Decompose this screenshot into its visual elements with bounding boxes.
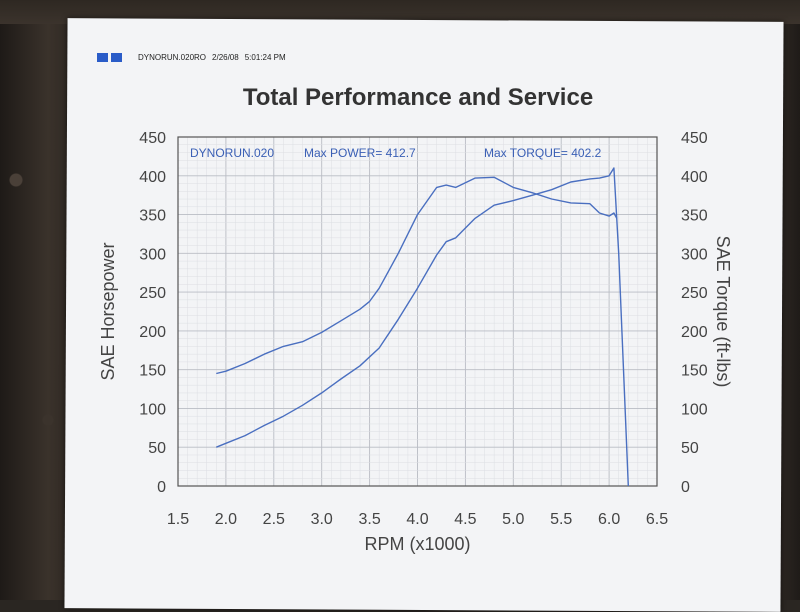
y-tick-label: 400 <box>139 169 166 186</box>
x-tick-label: 2.5 <box>263 511 285 528</box>
y2-tick-label: 250 <box>681 285 708 302</box>
x-tick-label: 4.0 <box>406 511 428 528</box>
y-tick-label: 100 <box>139 401 166 418</box>
chart-title: Total Performance and Service <box>242 84 594 111</box>
y2-tick-label: 400 <box>681 169 708 186</box>
y-tick-label: 450 <box>139 130 166 147</box>
annotation-run: DYNORUN.020 <box>190 146 274 160</box>
run-id: DYNORUN.020RO <box>138 53 207 62</box>
y-tick-label: 250 <box>139 285 166 302</box>
y2-tick-label: 150 <box>681 363 708 380</box>
y-tick-label: 150 <box>139 363 166 380</box>
y-tick-label: 350 <box>139 208 166 225</box>
series-line-torque <box>216 176 618 375</box>
series-line-power <box>216 167 629 487</box>
x-axis-label: RPM (x1000) <box>364 534 470 554</box>
chart-annotations: DYNORUN.020 Max POWER= 412.7 Max TORQUE=… <box>190 146 602 160</box>
x-tick-label: 3.5 <box>358 511 380 528</box>
y-tick-label: 0 <box>157 479 166 496</box>
x-tick-label: 5.0 <box>502 511 524 528</box>
y2-tick-label: 200 <box>681 324 708 341</box>
logo-square <box>111 53 122 62</box>
axis-labels: 1.5 2.0 2.5 3.0 3.5 4.0 4.5 5.0 5.5 6.0 6.5 0 50 100 1… <box>98 130 733 554</box>
y-tick-label: 50 <box>148 440 166 457</box>
logo-squares <box>97 53 122 62</box>
x-tick-label: 2.0 <box>215 511 237 528</box>
x-tick-label: 1.5 <box>167 511 189 528</box>
y2-tick-label: 350 <box>681 208 708 225</box>
annotation-max-power: Max POWER= 412.7 <box>304 146 416 160</box>
y-tick-label: 300 <box>139 246 166 263</box>
y2-tick-label: 100 <box>681 401 708 418</box>
logo-square <box>97 53 108 62</box>
chart-series <box>216 167 629 487</box>
x-tick-label: 5.5 <box>550 511 572 528</box>
plot-frame <box>177 136 658 487</box>
run-time: 5:01:24 PM <box>244 53 286 62</box>
x-tick-label: 3.0 <box>311 511 333 528</box>
x-tick-label: 4.5 <box>454 511 476 528</box>
y2-tick-label: 450 <box>681 130 708 147</box>
y2-tick-label: 300 <box>681 246 708 263</box>
y2-tick-label: 0 <box>681 479 690 496</box>
y-axis-label: SAE Horsepower <box>98 242 118 380</box>
y2-axis-label: SAE Torque (ft-lbs) <box>713 236 733 388</box>
sheet-header: DYNORUN.020RO 2/26/08 5:01:24 PM <box>97 53 286 62</box>
x-tick-label: 6.0 <box>598 511 620 528</box>
x-tick-label: 6.5 <box>646 511 668 528</box>
y2-tick-label: 50 <box>681 440 699 457</box>
y-tick-label: 200 <box>139 324 166 341</box>
run-date: 2/26/08 <box>212 53 239 62</box>
annotation-max-torque: Max TORQUE= 402.2 <box>484 146 602 160</box>
